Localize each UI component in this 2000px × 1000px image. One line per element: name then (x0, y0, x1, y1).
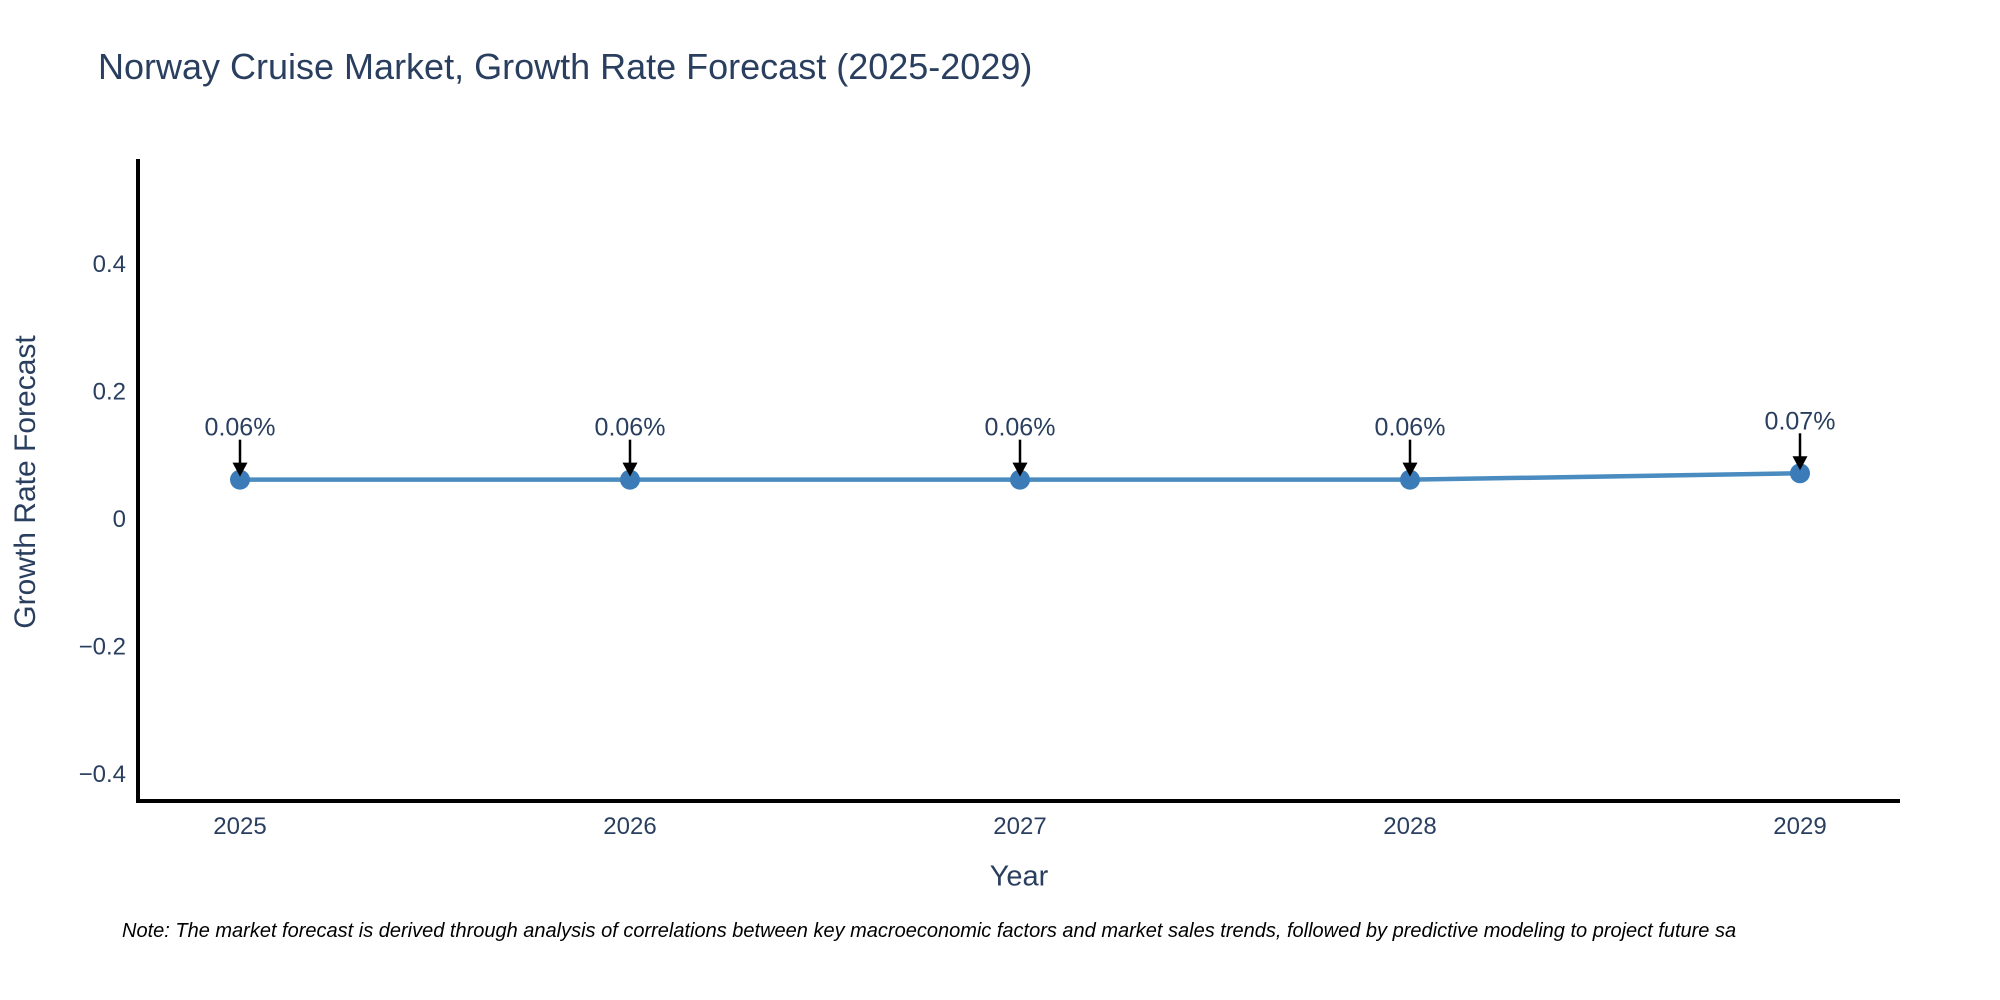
data-point-marker (1400, 469, 1420, 490)
x-tick-label: 2025 (213, 813, 266, 840)
footnote: Note: The market forecast is derived thr… (122, 920, 1737, 942)
data-point-marker (1790, 463, 1810, 484)
data-point-marker (1010, 469, 1030, 490)
annotation-arrowhead (1792, 456, 1808, 471)
point-value-label: 0.06% (205, 414, 276, 442)
data-point-marker (230, 469, 250, 490)
annotation-arrowhead (232, 462, 248, 477)
x-tick-label: 2028 (1383, 813, 1436, 840)
y-tick-label: 0.2 (93, 378, 126, 405)
y-axis-title: Growth Rate Forecast (9, 335, 42, 629)
point-value-label: 0.07% (1765, 407, 1836, 435)
data-point-marker (620, 469, 640, 490)
y-tick-label: −0.2 (79, 633, 126, 660)
annotation-arrowhead (1012, 462, 1028, 477)
point-value-label: 0.06% (985, 414, 1056, 442)
x-tick-label: 2026 (603, 813, 656, 840)
annotation-arrowhead (1402, 462, 1418, 477)
y-tick-label: −0.4 (79, 761, 126, 788)
y-tick-label: 0 (113, 506, 126, 533)
y-tick-label: 0.4 (93, 251, 126, 278)
point-value-label: 0.06% (595, 414, 666, 442)
x-tick-label: 2029 (1773, 813, 1826, 840)
x-axis-title: Year (989, 860, 1049, 893)
chart-title: Norway Cruise Market, Growth Rate Foreca… (98, 46, 1033, 87)
point-value-label: 0.06% (1375, 414, 1446, 442)
x-tick-label: 2027 (993, 813, 1046, 840)
annotation-arrowhead (622, 462, 638, 477)
